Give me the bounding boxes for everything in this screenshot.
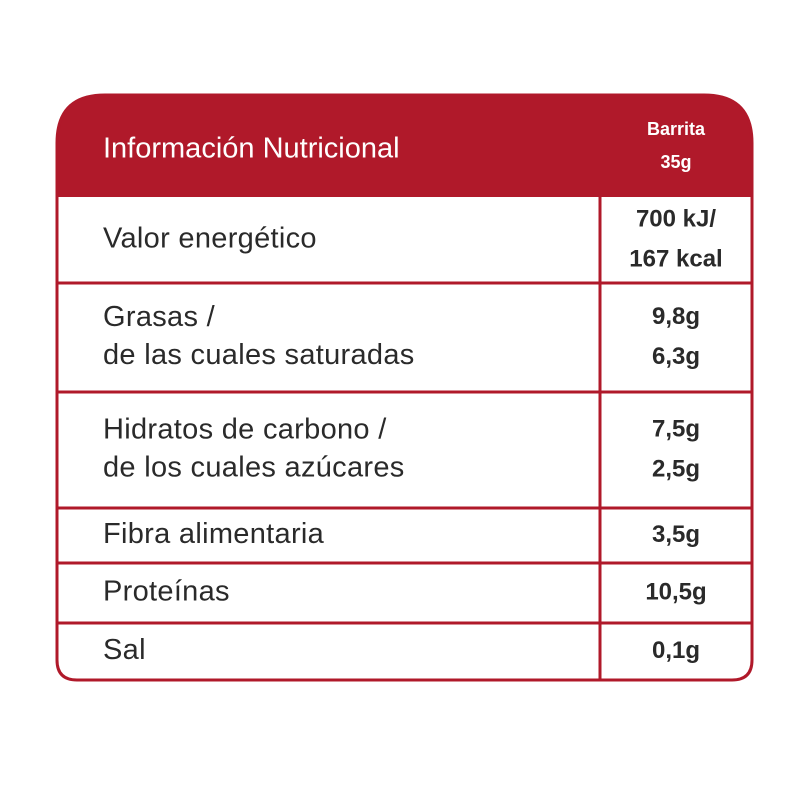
header-band [57,95,752,197]
row-value: 700 kJ/ [636,205,716,232]
row-label: Proteínas [103,576,230,608]
row-value: 167 kcal [629,245,722,272]
row-value: 10,5g [645,578,706,605]
row-value: 6,3g [652,343,700,370]
row-label: Grasas / [103,301,216,333]
header-title: Información Nutricional [103,133,400,165]
row-label: Sal [103,634,146,666]
table-border [55,93,754,682]
row-label: Fibra alimentaria [103,518,325,550]
row-label: de las cuales saturadas [103,339,415,371]
row-label: Hidratos de carbono / [103,414,387,446]
row-label: de los cuales azúcares [103,452,405,484]
row-value: 9,8g [652,303,700,330]
row-value: 2,5g [652,455,700,482]
row-label: Valor energético [103,223,317,255]
header-column: 35g [660,152,691,172]
row-value: 7,5g [652,415,700,442]
header-column: Barrita [647,119,706,139]
row-value: 0,1g [652,637,700,664]
row-value: 3,5g [652,521,700,548]
